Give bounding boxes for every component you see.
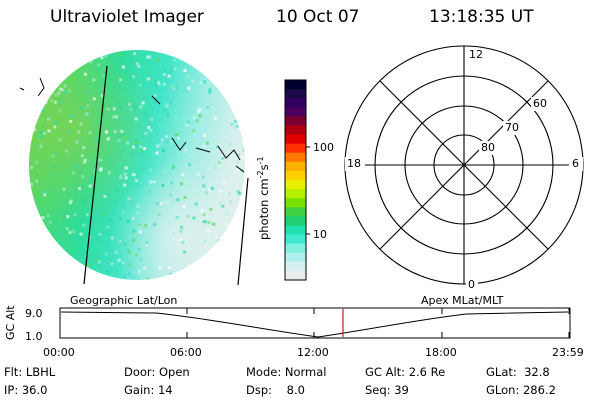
faint-region xyxy=(29,50,245,280)
colorbar-cell xyxy=(285,216,306,227)
polar-grid xyxy=(344,45,584,291)
label-bg-18 xyxy=(345,157,365,171)
info-glon: GLon: 286.2 xyxy=(486,383,556,397)
x-tick-label-2359: 23:59 xyxy=(552,346,584,359)
mlt-label-0: 0 xyxy=(468,278,475,291)
uv-image xyxy=(19,50,249,286)
label-bg-80 xyxy=(479,141,501,155)
mlt-label-12: 12 xyxy=(469,48,483,61)
colorbar-cell xyxy=(285,198,306,208)
y-tick-9: 9.0 xyxy=(25,307,43,320)
colorbar-cell xyxy=(285,161,306,172)
colorbar-cell xyxy=(285,89,306,99)
x-tick-label-1200: 12:00 xyxy=(297,346,329,359)
colorbar-cell xyxy=(285,125,306,136)
colorbar-frame xyxy=(284,79,307,281)
info-gc-alt: GC Alt: 2.6 Re xyxy=(365,365,446,379)
colorbar-cell xyxy=(285,180,306,190)
colorbar-cell xyxy=(285,80,306,90)
info-ip: IP: 36.0 xyxy=(4,383,48,397)
x-tick-label-0600: 06:00 xyxy=(170,346,202,359)
apex-label: Apex MLat/MLT xyxy=(421,294,504,307)
colorbar-cell xyxy=(285,252,306,263)
colorbar-cell xyxy=(285,152,306,163)
colorbar-cell xyxy=(285,234,306,245)
label-bg-0 xyxy=(466,277,478,291)
info-dsp: Dsp: 8.0 xyxy=(246,383,305,397)
altitude-plot xyxy=(59,307,571,339)
mlt-label-6: 6 xyxy=(572,157,579,170)
limb-line xyxy=(237,177,249,286)
colorbar-cell xyxy=(285,207,306,217)
colorbar xyxy=(284,79,310,281)
label-bg-6 xyxy=(569,157,583,171)
info-mode: Mode: Normal xyxy=(246,365,327,379)
colorbar-cell xyxy=(285,225,306,236)
lat-label-80: 80 xyxy=(481,141,495,154)
colorbar-tick-label-100: 100 xyxy=(313,141,334,154)
info-gain: Gain: 14 xyxy=(124,383,173,397)
mlt-label-18: 18 xyxy=(347,157,361,170)
colorbar-cell xyxy=(285,98,306,108)
y-tick-1: 1.0 xyxy=(25,330,43,343)
colorbar-cell xyxy=(285,116,306,127)
altitude-curve xyxy=(60,311,569,338)
time-label: 13:18:35 UT xyxy=(429,7,534,27)
plot-frame xyxy=(59,307,571,339)
x-tick-label-0000: 00:00 xyxy=(43,346,75,359)
x-tick-label-1800: 18:00 xyxy=(425,346,457,359)
gc-alt-axis-title: GC Alt xyxy=(4,305,17,340)
meridian-line xyxy=(83,65,108,285)
date-label: 10 Oct 07 xyxy=(276,7,360,27)
colorbar-unit-label: photon cm-2s-1 xyxy=(256,156,271,240)
label-bg-60 xyxy=(531,97,553,111)
colorbar-cells xyxy=(285,80,306,281)
geographic-label: Geographic Lat/Lon xyxy=(70,294,178,307)
colorbar-cell xyxy=(285,243,306,254)
colorbar-cell xyxy=(285,261,306,272)
colorbar-cell xyxy=(285,134,306,145)
colorbar-cell xyxy=(285,143,306,154)
colorbar-tick-label-10: 10 xyxy=(313,228,327,241)
colorbar-cell xyxy=(285,189,306,199)
lat-label-60: 60 xyxy=(533,97,547,110)
info-glat: GLat: 32.8 xyxy=(486,365,550,379)
info-seq: Seq: 39 xyxy=(365,383,409,397)
label-bg-70 xyxy=(503,121,525,135)
mlt-line-diagonal-2 xyxy=(379,80,549,250)
colorbar-cell xyxy=(285,270,306,281)
colorbar-cell xyxy=(285,107,306,117)
info-door: Door: Open xyxy=(124,365,190,379)
info-filter: Flt: LBHL xyxy=(4,365,56,379)
lat-label-70: 70 xyxy=(505,121,519,134)
colorbar-cell xyxy=(285,170,306,181)
label-bg-12 xyxy=(468,49,484,63)
coastline-outline xyxy=(19,77,245,173)
instrument-title: Ultraviolet Imager xyxy=(50,7,204,27)
